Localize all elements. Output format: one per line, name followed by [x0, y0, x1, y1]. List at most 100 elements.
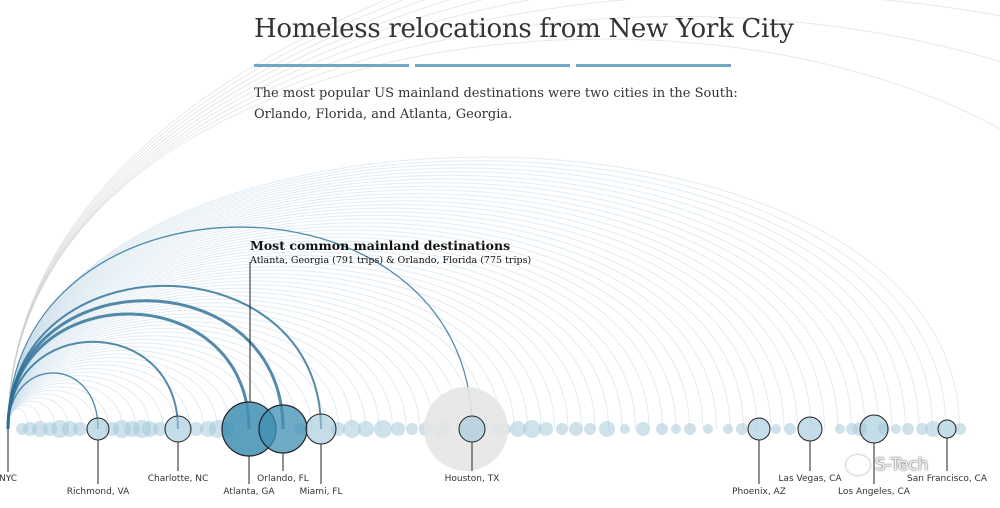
flight-arc	[7, 171, 906, 430]
destination-bubble	[62, 421, 78, 437]
city-label-atlanta: Atlanta, GA	[223, 487, 275, 497]
destination-bubble	[736, 423, 748, 435]
destination-bubble-los-angeles	[859, 414, 889, 444]
flight-arc	[7, 0, 484, 430]
destination-bubble	[391, 422, 405, 436]
flight-arc	[7, 164, 933, 430]
destination-bubble	[153, 422, 167, 436]
flight-arc	[7, 0, 406, 430]
destination-bubble	[189, 422, 203, 436]
flight-arc	[7, 389, 96, 430]
flight-arc	[7, 393, 83, 430]
flight-arc	[7, 160, 947, 430]
flight-arc	[7, 364, 191, 430]
flight-arc	[7, 285, 322, 430]
flight-arc	[7, 340, 179, 430]
leader-line-layer	[7, 262, 948, 484]
flight-arc	[7, 287, 474, 430]
flight-arc	[7, 189, 839, 430]
flight-arc	[7, 211, 758, 430]
city-label-charlotte: Charlotte, NC	[147, 474, 209, 484]
flight-arc	[7, 167, 920, 430]
chart-title: Homeless relocations from New York City	[254, 14, 794, 44]
flight-arc	[7, 0, 1000, 430]
flight-arc	[7, 0, 426, 430]
flight-arc	[7, 38, 1000, 430]
flight-arc	[7, 226, 473, 430]
destination-bubble	[142, 421, 158, 437]
wechat-icon	[846, 455, 870, 475]
destination-bubble	[374, 420, 392, 438]
subtitle-line: Orlando, Florida, and Atlanta, Georgia.	[254, 107, 513, 122]
city-label-houston: Houston, TX	[444, 474, 500, 484]
flight-arc	[7, 258, 582, 430]
city-label-las-vegas: Las Vegas, CA	[778, 474, 842, 484]
annotation-detail: Atlanta, Georgia (791 trips) & Orlando, …	[250, 255, 532, 266]
destination-bubble	[723, 424, 733, 434]
destination-bubble	[671, 424, 681, 434]
destination-bubble	[684, 423, 696, 435]
destination-bubble	[656, 423, 668, 435]
destination-bubble	[703, 424, 713, 434]
flight-arc	[7, 316, 366, 430]
flight-arc	[7, 182, 866, 430]
flight-arc	[7, 0, 387, 430]
city-label-san-francisco: San Francisco, CA	[907, 474, 987, 484]
flight-arc	[7, 218, 731, 430]
flight-arc	[7, 379, 137, 430]
destination-bubble	[771, 424, 781, 434]
flight-arc	[7, 320, 353, 430]
flight-arc	[6, 312, 251, 430]
flight-arc	[7, 371, 164, 430]
flight-arc	[7, 174, 893, 430]
flight-arc	[7, 291, 461, 430]
annotation-title: Most common mainland destinations	[250, 238, 511, 253]
flight-arc	[7, 222, 717, 430]
city-label-nyc: NYC	[0, 474, 18, 484]
flight-arc	[7, 372, 99, 430]
destination-bubble	[569, 422, 583, 436]
city-label-los-angeles: Los Angeles, CA	[838, 487, 910, 497]
flight-arc	[7, 328, 326, 430]
destination-bubble-san-francisco	[937, 419, 957, 439]
title-rule	[254, 64, 409, 67]
subtitle-line: The most popular US mainland destination…	[254, 86, 738, 101]
flight-arc	[7, 324, 339, 430]
destination-bubble	[584, 423, 596, 435]
flight-arc	[6, 299, 285, 430]
watermark: S-Tech	[846, 455, 928, 475]
destination-bubble	[358, 421, 374, 437]
flight-arc	[7, 203, 785, 430]
flight-arc	[7, 273, 528, 430]
flight-arc	[7, 277, 515, 430]
watermark-text: S-Tech	[875, 455, 929, 475]
city-label-phoenix: Phoenix, AZ	[732, 487, 786, 497]
chart-subtitle: The most popular US mainland destination…	[254, 83, 738, 125]
destination-bubble	[954, 423, 966, 435]
bubble-layer	[16, 387, 966, 471]
destination-bubble	[556, 423, 568, 435]
city-label-orlando: Orlando, FL	[257, 474, 309, 484]
destination-bubble	[523, 420, 541, 438]
flight-arc	[7, 0, 532, 430]
flight-arc	[7, 368, 177, 430]
destination-bubble	[510, 421, 526, 437]
destination-bubble-miami	[305, 413, 337, 445]
destination-bubble-las-vegas	[797, 416, 823, 442]
destination-bubble-richmond	[86, 417, 110, 441]
title-rule	[415, 64, 570, 67]
flight-arc	[7, 185, 852, 430]
destination-bubble	[916, 423, 928, 435]
destination-bubble-phoenix	[747, 417, 771, 441]
flight-arc	[7, 193, 825, 430]
flight-arc	[7, 236, 663, 430]
destination-bubble	[891, 424, 901, 434]
title-rule	[576, 64, 731, 67]
destination-bubble	[925, 421, 941, 437]
flight-arc	[7, 375, 150, 430]
flight-arc	[7, 349, 245, 430]
flight-arc	[7, 353, 231, 430]
arc-layer	[6, 0, 1000, 430]
destination-bubble	[636, 422, 650, 436]
